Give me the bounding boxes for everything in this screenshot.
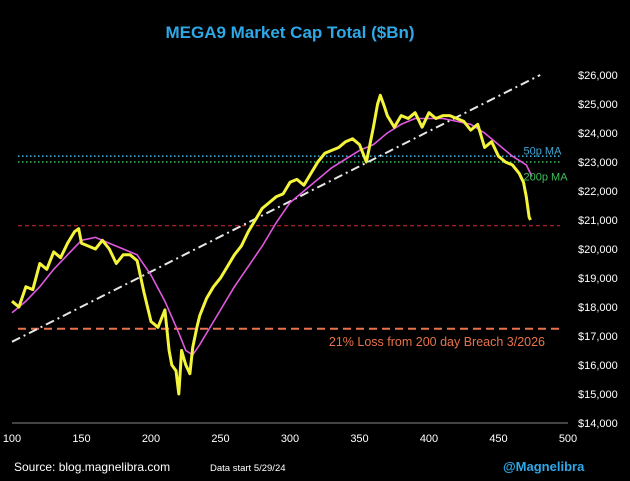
- annotation-200p-ma: 200p MA: [524, 172, 569, 184]
- x-tick-label: 300: [281, 433, 299, 445]
- x-tick-label: 250: [211, 433, 229, 445]
- trend-line: [11, 74, 541, 343]
- x-tick-label: 350: [350, 433, 368, 445]
- footer-source: Source: blog.magnelibra.com: [14, 460, 170, 474]
- series-line-price: [11, 93, 532, 396]
- y-tick-label: $14,000: [578, 418, 618, 430]
- chart-title: MEGA9 Market Cap Total ($Bn): [165, 23, 414, 42]
- y-tick-label: $20,000: [578, 244, 618, 256]
- annotation-loss: 21% Loss from 200 day Breach 3/2026: [329, 335, 545, 349]
- footer-data-start: Data start 5/29/24: [210, 463, 286, 474]
- y-tick-label: $15,000: [578, 389, 618, 401]
- y-tick-label: $18,000: [578, 302, 618, 314]
- footer-handle: @Magnelibra: [503, 459, 585, 474]
- y-tick-label: $17,000: [578, 331, 618, 343]
- annotation-50p-ma: 50p MA: [524, 145, 563, 157]
- y-tick-label: $26,000: [578, 70, 618, 82]
- x-tick-label: 150: [72, 433, 90, 445]
- x-tick-label: 500: [559, 433, 577, 445]
- x-tick-label: 100: [3, 433, 21, 445]
- y-tick-label: $22,000: [578, 186, 618, 198]
- y-tick-label: $24,000: [578, 128, 618, 140]
- x-tick-label: 400: [420, 433, 438, 445]
- y-tick-label: $25,000: [578, 99, 618, 111]
- y-tick-label: $16,000: [578, 360, 618, 372]
- x-tick-label: 200: [142, 433, 160, 445]
- y-tick-label: $19,000: [578, 273, 618, 285]
- y-tick-label: $21,000: [578, 215, 618, 227]
- y-tick-label: $23,000: [578, 157, 618, 169]
- x-tick-label: 450: [489, 433, 507, 445]
- series-line-moving-average: [11, 117, 533, 356]
